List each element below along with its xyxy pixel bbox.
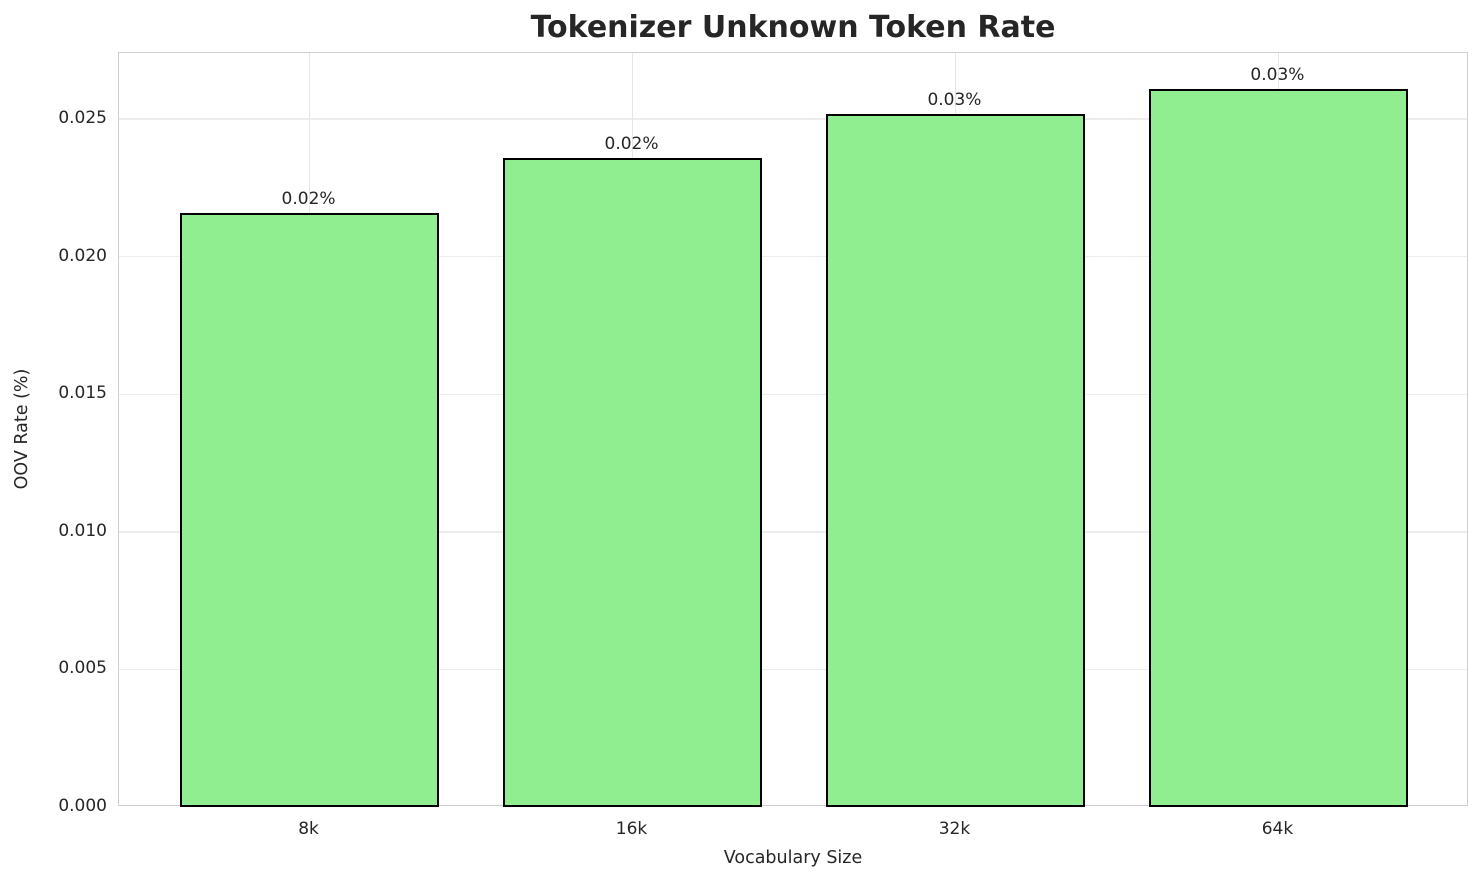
y-tick-label: 0.005 (58, 658, 107, 679)
x-axis-label: Vocabulary Size (723, 848, 863, 868)
bar-64k (1149, 88, 1408, 807)
x-tick-label: 64k (1261, 819, 1294, 839)
h-gridline (119, 531, 1467, 533)
plot-area (118, 52, 1468, 807)
y-tick-label: 0.015 (58, 383, 107, 404)
y-tick-label: 0.010 (58, 520, 107, 541)
h-gridline (119, 118, 1467, 120)
bar-value-label: 0.03% (1250, 64, 1305, 85)
chart-title: Tokenizer Unknown Token Rate (530, 10, 1056, 45)
h-gridline (119, 393, 1467, 395)
y-tick-label: 0.020 (58, 245, 107, 266)
bar-16k (503, 157, 762, 807)
y-tick-label: 0.025 (58, 108, 107, 129)
bar-32k (826, 113, 1085, 807)
bar-value-label: 0.02% (604, 133, 659, 154)
h-gridline (119, 668, 1467, 671)
x-tick-label: 8k (298, 819, 319, 839)
x-tick-label: 32k (938, 819, 971, 839)
bar-value-label: 0.03% (927, 89, 982, 110)
y-tick-label: 0.000 (58, 796, 107, 816)
x-tick-label: 16k (615, 819, 648, 839)
bar-value-label: 0.02% (281, 188, 336, 209)
h-gridline (119, 255, 1467, 258)
bar-8k (180, 212, 439, 807)
